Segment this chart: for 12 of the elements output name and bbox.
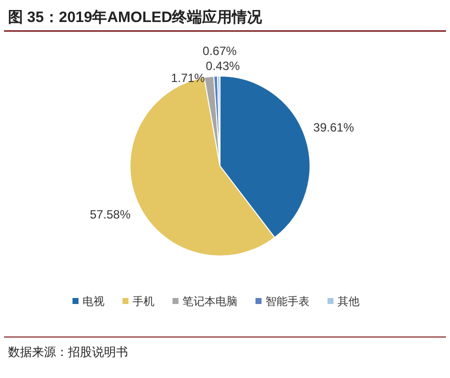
data-label: 0.43% xyxy=(206,59,240,73)
data-label: 1.71% xyxy=(170,71,206,85)
legend-label: 电视 xyxy=(82,295,104,308)
legend-label: 智能手表 xyxy=(266,295,310,308)
source-note: 数据来源：招股说明书 xyxy=(8,345,128,359)
chart-title: 图 35：2019年AMOLED终端应用情况 xyxy=(8,8,264,26)
legend-label: 笔记本电脑 xyxy=(182,295,238,308)
legend-label: 其他 xyxy=(338,295,360,308)
legend-label: 手机 xyxy=(132,295,154,308)
data-label: 57.58% xyxy=(90,207,131,222)
data-label: 39.61% xyxy=(313,120,354,135)
data-label: 0.67% xyxy=(202,44,238,58)
